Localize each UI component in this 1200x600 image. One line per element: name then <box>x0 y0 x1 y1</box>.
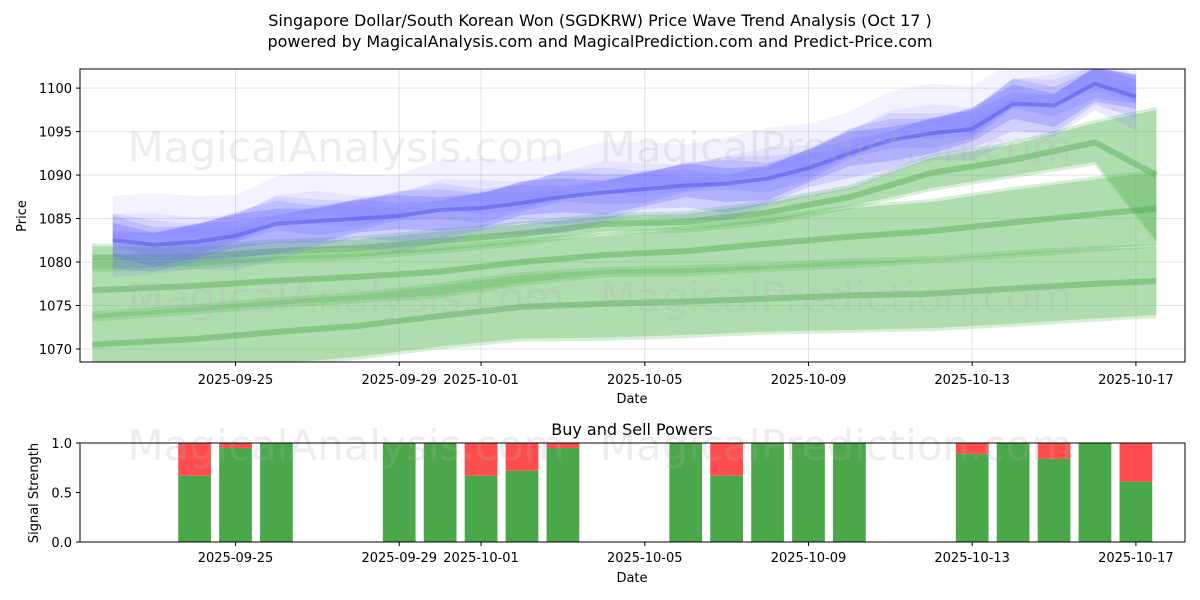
watermark-text: MagicalAnalysis.com <box>128 421 565 470</box>
x-tick-label: 2025-10-09 <box>771 373 847 388</box>
y-tick-label: 1070 <box>39 343 72 358</box>
signal-x-tick-label: 2025-10-09 <box>771 551 847 566</box>
buy-bar <box>382 443 416 542</box>
x-tick-label: 2025-10-17 <box>1098 373 1174 388</box>
buy-bar <box>955 453 989 542</box>
signal-x-tick-label: 2025-09-25 <box>198 551 274 566</box>
buy-bar <box>710 475 743 542</box>
x-tick-label: 2025-09-25 <box>198 373 274 388</box>
buy-bar <box>1037 458 1071 542</box>
signal-y-axis-label: Signal Strength <box>27 443 42 543</box>
trend-band-center-1 <box>92 278 1157 348</box>
price-y-ticks: 1070 1075 1080 1085 1090 1095 1100 <box>39 82 80 358</box>
signal-x-tick-label: 2025-10-01 <box>443 551 519 566</box>
trend-bands <box>92 106 1158 362</box>
price-line <box>112 81 1137 247</box>
buy-bar <box>669 443 703 542</box>
chart-title-line2: powered by MagicalAnalysis.com and Magic… <box>267 32 932 51</box>
trend-band-2-layer-0 <box>92 172 1157 319</box>
signal-x-tick-label: 2025-10-13 <box>934 551 1010 566</box>
price-wave-6 <box>112 69 1136 243</box>
trend-band-2-layer-1 <box>92 169 1157 322</box>
signal-x-ticks: 2025-09-25 2025-09-29 2025-10-01 2025-10-05… <box>198 542 1174 566</box>
y-tick-label: 1090 <box>39 169 72 184</box>
buy-bar <box>260 443 293 542</box>
buy-bar <box>546 447 580 542</box>
trend-band-0-layer-0 <box>92 109 1157 269</box>
signal-x-tick-label: 2025-10-05 <box>607 551 683 566</box>
buy-bar <box>464 475 498 542</box>
price-wave-3 <box>112 69 1136 267</box>
signal-y-tick-label: 1.0 <box>51 437 72 452</box>
y-tick-label: 1080 <box>39 256 72 271</box>
x-tick-label: 2025-10-13 <box>934 373 1010 388</box>
buy-bar <box>1119 481 1153 542</box>
trend-band-center-2 <box>92 205 1157 294</box>
y-tick-label: 1075 <box>39 299 72 314</box>
signal-y-tick-label: 0.0 <box>51 536 72 551</box>
sell-bar <box>546 443 580 448</box>
buy-bar <box>505 470 539 542</box>
signal-bars <box>178 443 1153 542</box>
x-tick-label: 2025-10-01 <box>443 373 519 388</box>
price-wave-2 <box>112 69 1136 257</box>
watermark-text: MagicalPrediction.com <box>600 273 1073 322</box>
price-x-axis-label: Date <box>616 392 647 407</box>
buy-bar <box>1078 443 1112 542</box>
chart-title-line1: Singapore Dollar/South Korean Won (SGDKR… <box>268 11 932 30</box>
signal-panel: Buy and Sell Powers MagicalAnalysis.com M… <box>27 420 1186 586</box>
buy-bar <box>178 475 211 542</box>
sell-bar <box>505 443 539 471</box>
trend-band-1-layer-0 <box>92 247 1157 362</box>
price-panel: MagicalAnalysis.com MagicalPrediction.com… <box>15 68 1186 407</box>
y-tick-label: 1095 <box>39 126 72 141</box>
price-wave-5 <box>112 69 1136 278</box>
price-wave-0 <box>112 69 1136 239</box>
watermarks-top: MagicalAnalysis.com MagicalPrediction.com… <box>128 123 1073 322</box>
price-grid <box>80 69 1185 362</box>
signal-x-tick-label: 2025-10-17 <box>1098 551 1174 566</box>
sell-bar <box>955 443 989 454</box>
sell-bar <box>219 443 252 448</box>
signal-y-ticks: 0.0 0.5 1.0 <box>51 437 80 551</box>
watermark-text: MagicalAnalysis.com <box>128 273 565 322</box>
y-tick-label: 1100 <box>39 82 72 97</box>
watermarks-bottom: MagicalAnalysis.com MagicalPrediction.com <box>128 421 1073 470</box>
signal-x-tick-label: 2025-09-29 <box>361 551 437 566</box>
watermark-text: MagicalPrediction.com <box>600 123 1073 172</box>
buy-bar <box>423 443 457 542</box>
signal-y-tick-label: 0.5 <box>51 487 72 502</box>
price-x-ticks: 2025-09-25 2025-09-29 2025-10-01 2025-10-05… <box>198 362 1174 388</box>
watermark-text: MagicalAnalysis.com <box>128 123 565 172</box>
buy-bar <box>751 443 784 542</box>
buy-bar <box>792 443 825 542</box>
sell-bar <box>1119 443 1153 482</box>
sell-bar <box>464 443 498 476</box>
sell-bar <box>1037 443 1071 459</box>
price-panel-frame <box>79 68 1186 363</box>
price-wave-4 <box>112 69 1136 272</box>
sell-bar <box>710 443 743 476</box>
signal-title: Buy and Sell Powers <box>551 420 713 439</box>
price-wave-1 <box>112 69 1136 251</box>
price-waves <box>112 69 1137 278</box>
trend-band-center-0 <box>92 139 1158 261</box>
trend-band-1-layer-1 <box>92 244 1157 362</box>
watermark-text: MagicalPrediction.com <box>600 421 1073 470</box>
sell-bar <box>178 443 211 476</box>
x-tick-label: 2025-09-29 <box>361 373 437 388</box>
trend-band-0-layer-1 <box>92 106 1157 273</box>
buy-bar <box>833 443 866 542</box>
x-tick-label: 2025-10-05 <box>607 373 683 388</box>
buy-bar <box>219 447 252 542</box>
signal-x-axis-label: Date <box>616 571 647 586</box>
y-tick-label: 1085 <box>39 213 72 228</box>
buy-bar <box>996 443 1030 542</box>
price-y-axis-label: Price <box>15 200 30 232</box>
